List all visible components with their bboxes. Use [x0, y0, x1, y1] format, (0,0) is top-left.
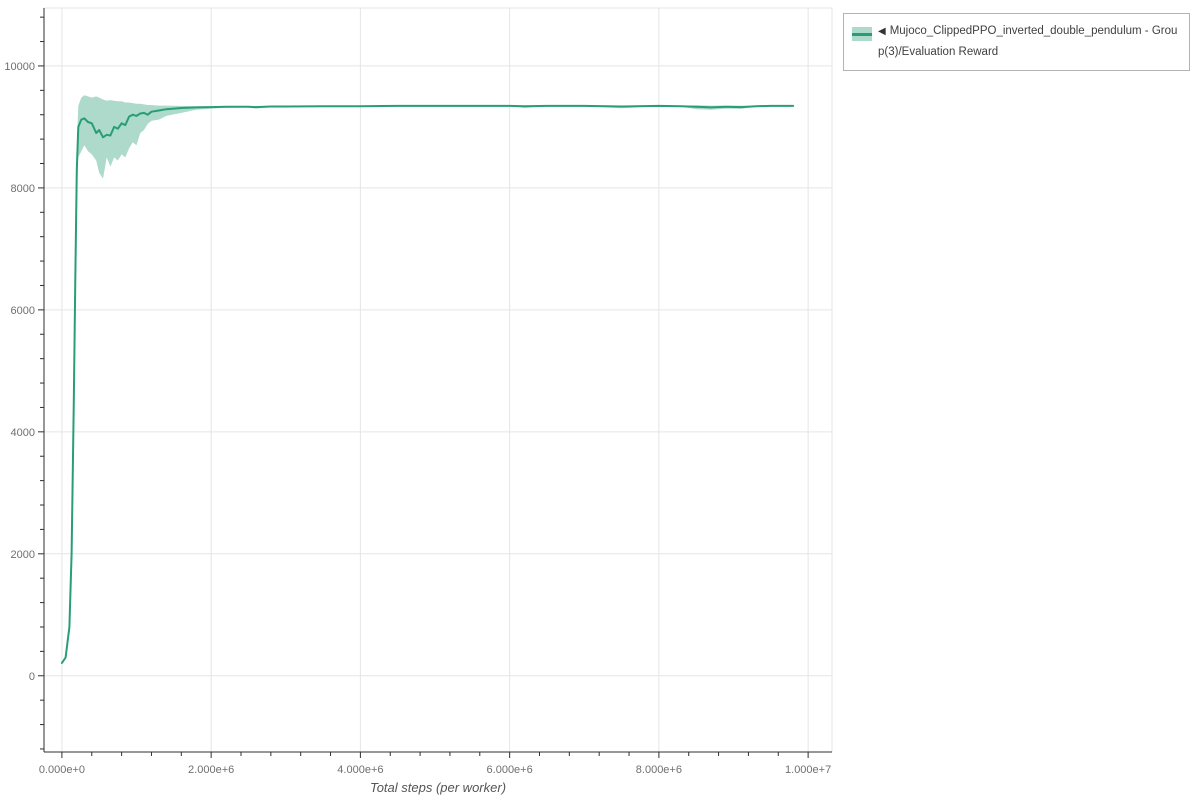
- x-tick-label: 2.000e+6: [188, 764, 234, 776]
- legend-item[interactable]: ◀ Mujoco_ClippedPPO_inverted_double_pendu…: [852, 21, 1180, 63]
- x-tick-label: 6.000e+6: [487, 764, 533, 776]
- legend-label-block: ◀ Mujoco_ClippedPPO_inverted_double_pendu…: [878, 21, 1178, 63]
- x-tick-label: 8.000e+6: [636, 764, 682, 776]
- legend: ◀ Mujoco_ClippedPPO_inverted_double_pendu…: [843, 13, 1190, 71]
- y-tick-label: 4000: [11, 427, 35, 439]
- confidence-band: [61, 95, 794, 664]
- x-axis-label: Total steps (per worker): [370, 780, 506, 795]
- y-tick-label: 0: [29, 671, 35, 683]
- mean-line: [60, 104, 795, 664]
- y-tick-label: 6000: [11, 305, 35, 317]
- y-tick-label: 10000: [4, 61, 35, 73]
- x-tick-label: 0.000e+0: [39, 764, 85, 776]
- x-tick-label: 4.000e+6: [337, 764, 383, 776]
- gridlines: [44, 8, 832, 752]
- x-tick-label: 1.000e+7: [785, 764, 831, 776]
- legend-label: Mujoco_ClippedPPO_inverted_double_pendul…: [878, 25, 1178, 58]
- legend-marker-icon: ◀: [878, 26, 886, 37]
- series-line-icon: [852, 32, 872, 36]
- series-swatch-icon: [852, 27, 872, 41]
- axes: [38, 8, 832, 758]
- y-tick-label: 2000: [11, 549, 35, 561]
- y-tick-label: 8000: [11, 183, 35, 195]
